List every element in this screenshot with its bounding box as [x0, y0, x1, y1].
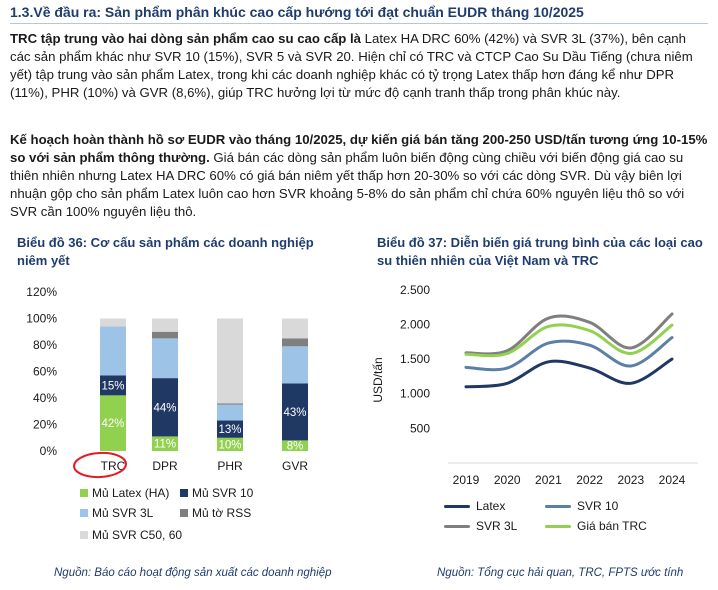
- bar-segment: [282, 346, 308, 384]
- bar-segment: [217, 403, 243, 405]
- legend-line-swatch: [545, 524, 571, 528]
- bar-data-label: 42%: [101, 418, 124, 430]
- legend-label: Mủ SVR 3L: [92, 506, 154, 520]
- x-tick-label: 2020: [494, 473, 521, 487]
- y-tick-label: 0%: [40, 444, 58, 458]
- bar-segment: [282, 383, 308, 441]
- bar-segment: [100, 375, 126, 396]
- bar-segment: [152, 436, 178, 451]
- legend-item: Latex: [444, 499, 505, 513]
- bar-data-label: 15%: [101, 380, 124, 392]
- legend-label: Mủ SVR C50, 60: [92, 528, 183, 542]
- bar-segment: [100, 326, 126, 376]
- legend-swatch: [180, 489, 188, 497]
- x-tick-label: 2021: [535, 473, 562, 487]
- legend-item: Mủ SVR C50, 60: [80, 528, 182, 542]
- series-line: [464, 312, 674, 356]
- legend-item: Mủ SVR 3L: [80, 506, 153, 520]
- legend-label: Mủ Latex (HA): [92, 486, 170, 500]
- x-tick-label: 2019: [453, 473, 480, 487]
- legend-item: SVR 10: [545, 499, 618, 513]
- legend-swatch: [180, 509, 188, 517]
- legend-line-swatch: [444, 524, 470, 528]
- y-tick-label: 2.500: [400, 283, 430, 297]
- y-tick-label: 40%: [33, 391, 57, 405]
- legend-swatch: [80, 509, 88, 517]
- bar-data-label: 44%: [153, 402, 176, 414]
- bar-segment: [152, 331, 178, 339]
- legend-item: Mủ Latex (HA): [80, 486, 169, 500]
- legend-item: Mủ SVR 10: [180, 486, 253, 500]
- bar-data-label: 13%: [218, 424, 241, 436]
- chart-36-title: Biểu đồ 36: Cơ cấu sản phẩm các doanh ng…: [17, 235, 314, 268]
- series-line: [464, 323, 674, 358]
- y-tick-label: 500: [410, 421, 430, 435]
- legend-swatch: [80, 531, 88, 539]
- legend-swatch: [80, 489, 88, 497]
- bar-segment: [217, 404, 243, 421]
- legend-item: SVR 3L: [444, 519, 517, 533]
- legend-label: Giá bán TRC: [577, 519, 647, 533]
- bar-segment: [217, 318, 243, 404]
- bar-data-label: 8%: [287, 441, 304, 453]
- y-tick-label: 120%: [26, 285, 57, 299]
- x-tick-label: DPR: [152, 459, 178, 473]
- y-tick-label: 2.000: [400, 317, 430, 331]
- bar-data-label: 11%: [154, 439, 176, 451]
- bar-segment: [152, 338, 178, 379]
- bar-segment: [282, 338, 308, 347]
- legend-label: SVR 3L: [476, 519, 518, 533]
- bar-segment: [100, 318, 126, 327]
- paragraph-1-body: Latex HA DRC 60% (42%) và SVR 3L (37%), …: [10, 31, 693, 100]
- x-tick-label: PHR: [217, 459, 243, 473]
- x-tick-label: 2023: [617, 473, 644, 487]
- bar-data-label: 43%: [283, 407, 306, 419]
- bar-data-label: 10%: [218, 439, 241, 451]
- bar-segment: [152, 378, 178, 437]
- paragraph-1: TRC tập trung vào hai dòng sản phẩm cao …: [10, 30, 710, 102]
- section-title: 1.3.Về đầu ra: Sản phẩm phân khúc cao cấ…: [10, 4, 708, 24]
- paragraph-2: Kế hoạch hoàn thành hồ sơ EUDR vào tháng…: [10, 131, 710, 221]
- legend-label: Mủ SVR 10: [192, 486, 254, 500]
- legend-label: Mủ tờ RSS: [192, 506, 252, 520]
- legend-item: Giá bán TRC: [545, 519, 647, 533]
- x-tick-label: GVR: [282, 459, 308, 473]
- y-tick-label: 100%: [26, 312, 57, 326]
- y-tick-label: 1.000: [400, 387, 430, 401]
- y-axis-label: USD/tấn: [371, 357, 385, 402]
- x-tick-label: 2022: [576, 473, 603, 487]
- bar-segment: [282, 318, 308, 339]
- legend-item: Mủ tờ RSS: [180, 506, 251, 520]
- chart-37-source: Nguồn: Tổng cục hải quan, TRC, FPTS ước …: [437, 567, 684, 579]
- series-line: [464, 336, 674, 372]
- chart-37-line-chart: USD/tấn 500 1.000 1.500 2.000 2.500 2019 2020 20…: [371, 283, 698, 487]
- chart-37-title: Biểu đồ 37: Diễn biến giá trung bình của…: [377, 235, 703, 268]
- legend-line-swatch: [545, 504, 571, 508]
- paragraph-2-body: Giá bán các dòng sản phẩm luôn biến động…: [10, 150, 685, 219]
- paragraph-2-lead: Kế hoạch hoàn thành hồ sơ EUDR vào tháng…: [10, 132, 708, 165]
- chart-36-source: Nguồn: Báo cáo hoạt động sản xuất các do…: [54, 567, 332, 579]
- legend-label: SVR 10: [577, 499, 619, 513]
- legend-line-swatch: [444, 504, 470, 508]
- highlight-circle: [73, 451, 127, 479]
- bar-segment: [217, 437, 243, 451]
- bar-segment: [217, 420, 243, 438]
- series-line: [464, 357, 674, 389]
- bar-segment: [100, 395, 126, 451]
- x-tick-label: TRC: [101, 459, 126, 473]
- y-tick-label: 1.500: [400, 352, 430, 366]
- y-tick-label: 60%: [33, 365, 57, 379]
- x-tick-label: 2024: [659, 473, 686, 487]
- y-tick-label: 80%: [33, 338, 57, 352]
- bar-segment: [152, 318, 178, 332]
- y-tick-label: 20%: [33, 418, 57, 432]
- legend-label: Latex: [476, 499, 506, 513]
- paragraph-1-lead: TRC tập trung vào hai dòng sản phẩm cao …: [10, 31, 361, 46]
- chart-36-stacked-bar: 0% 20% 40% 60% 80% 100% 120% 42% 15% TRC 11% 44% DPR…: [26, 285, 308, 479]
- bar-segment: [282, 440, 308, 451]
